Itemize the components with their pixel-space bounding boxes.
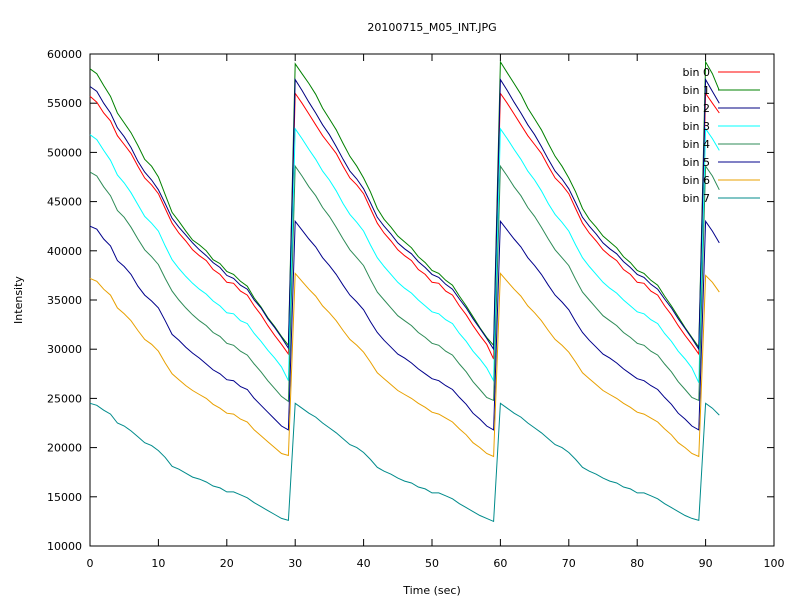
legend-label: bin 7 [682,192,710,205]
series-line-bin-1 [89,60,720,349]
x-tick-label: 70 [562,557,576,570]
legend: bin 0 bin 1 bin 2 bin 3 bin 4 bin 5 bin 6 bin 7 [682,66,760,205]
legend-label: bin 3 [682,120,710,133]
y-tick-label: 10000 [47,540,82,553]
y-axis: 10000 15000 20000 25000 30000 35000 40000 45000… [47,48,774,553]
x-tick-label: 40 [357,557,371,570]
legend-label: bin 6 [682,174,710,187]
legend-label: bin 4 [682,138,710,151]
series-line-bin-0 [89,91,720,360]
y-tick-label: 25000 [47,392,82,405]
x-tick-label: 0 [87,557,94,570]
x-tick-label: 20 [220,557,234,570]
y-tick-label: 45000 [47,196,82,209]
x-tick-label: 90 [699,557,713,570]
plot-area [89,53,775,547]
y-tick-label: 60000 [47,48,82,61]
legend-label: bin 1 [682,84,710,97]
x-axis-label: Time (sec) [402,584,461,597]
chart-title: 20100715_M05_INT.JPG [367,21,496,34]
legend-label: bin 5 [682,156,710,169]
x-tick-label: 30 [288,557,302,570]
x-tick-label: 100 [764,557,785,570]
y-tick-label: 30000 [47,343,82,356]
y-tick-label: 20000 [47,442,82,455]
x-tick-label: 60 [493,557,507,570]
y-tick-label: 35000 [47,294,82,307]
y-axis-label: Intensity [12,276,25,324]
y-tick-label: 15000 [47,491,82,504]
legend-label: bin 2 [682,102,710,115]
y-tick-label: 55000 [47,97,82,110]
series-line-bin-4 [89,164,720,403]
series-line-bin-5 [89,219,720,431]
x-axis: 0 10 20 30 40 50 60 70 80 90 100 [87,54,785,570]
x-tick-label: 80 [630,557,644,570]
series-line-bin-7 [89,402,720,523]
series-line-bin-6 [89,272,720,458]
y-tick-label: 40000 [47,245,82,258]
x-tick-label: 50 [425,557,439,570]
series-line-bin-2 [89,77,720,351]
legend-label: bin 0 [682,66,710,79]
series-line-bin-3 [89,127,720,383]
y-tick-label: 50000 [47,146,82,159]
x-tick-label: 10 [151,557,165,570]
series-lines [89,60,720,523]
